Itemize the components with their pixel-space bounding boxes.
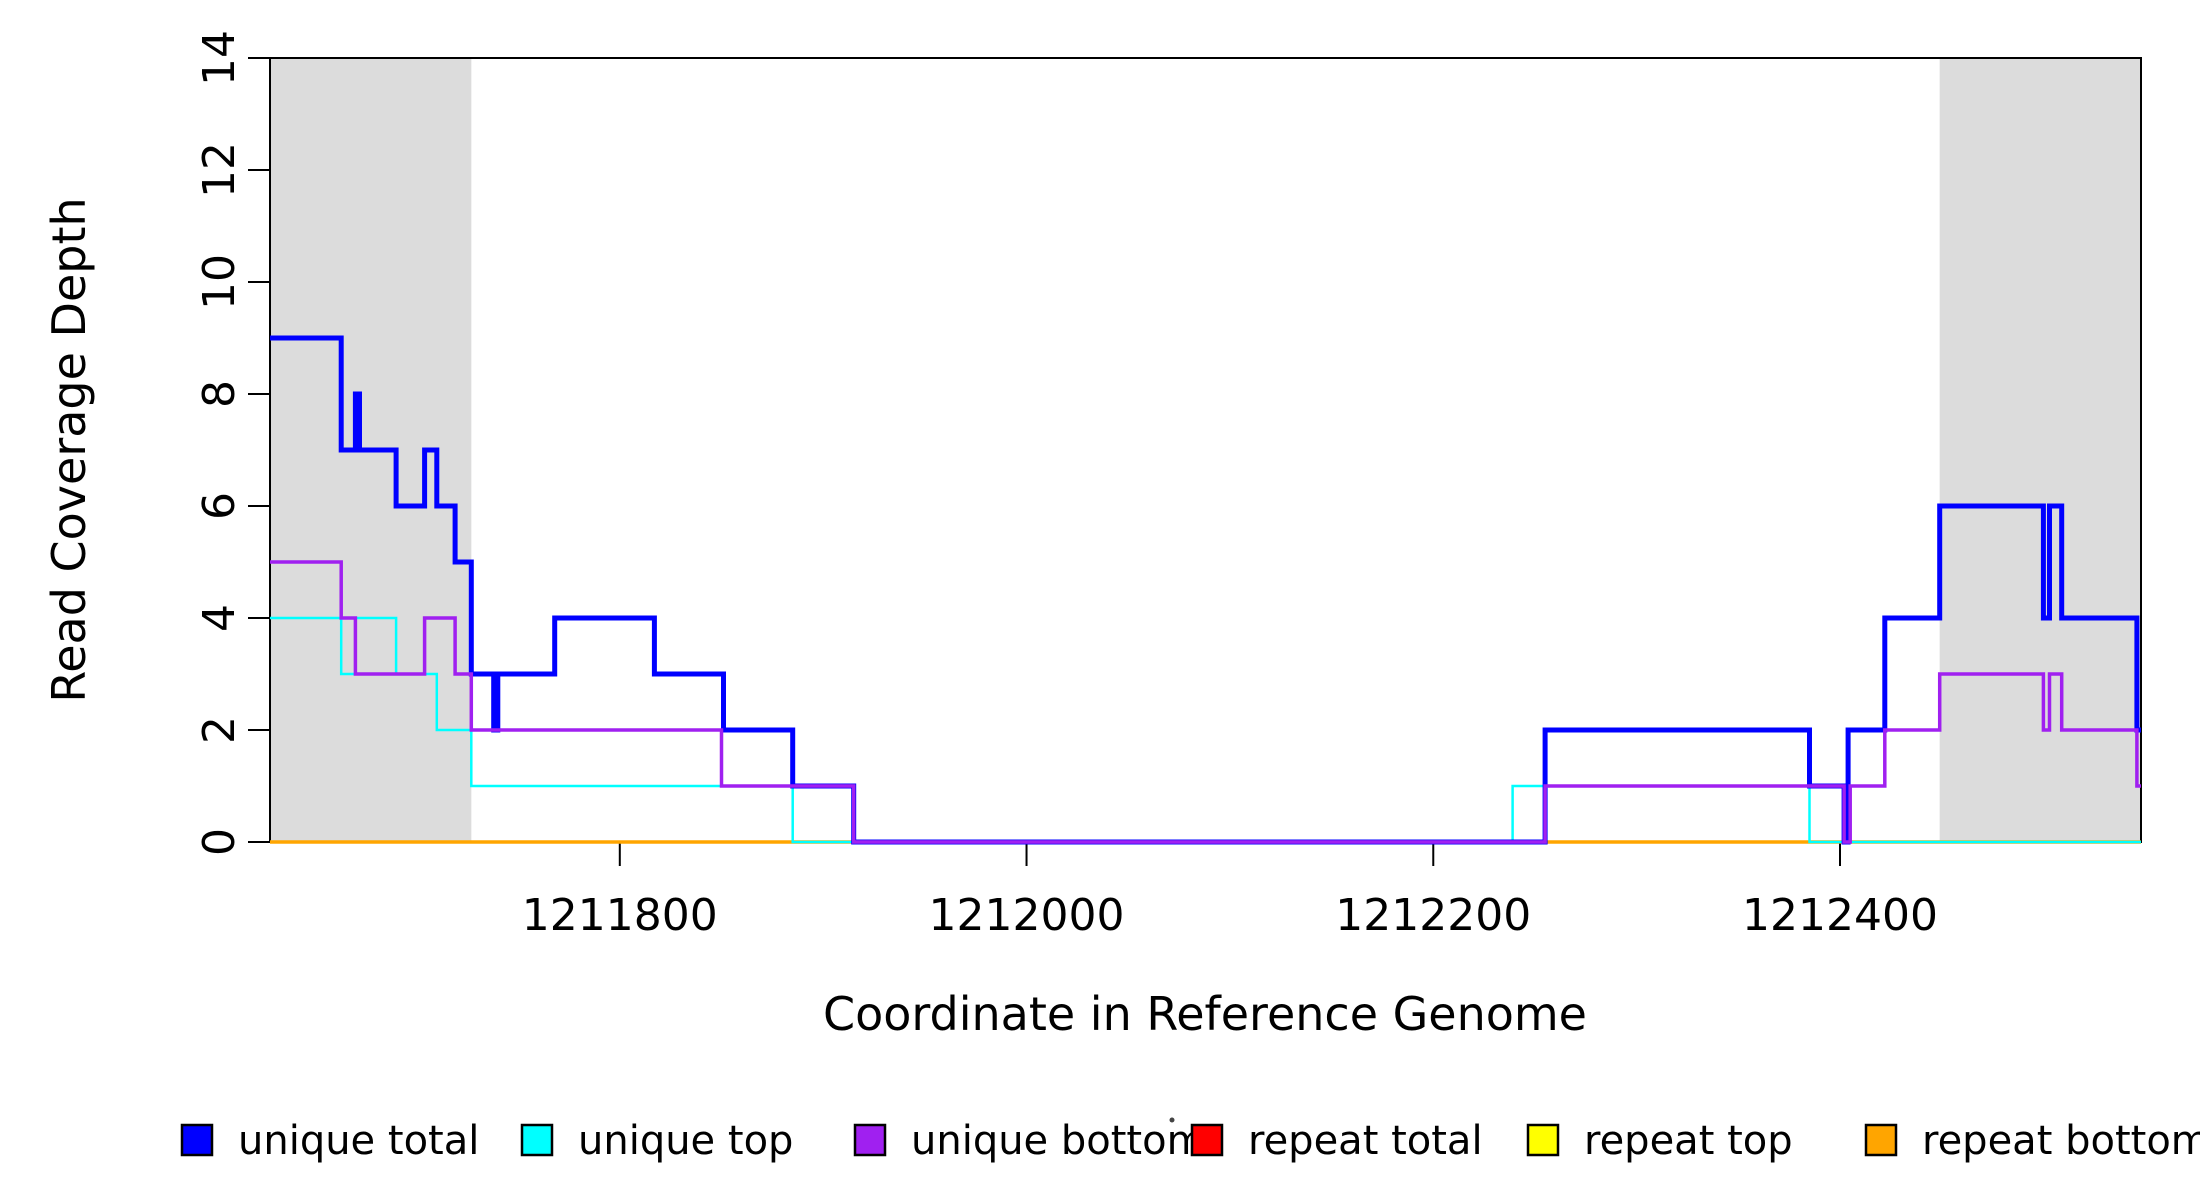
y-tick-label: 0 [194, 828, 245, 856]
series-unique-bottom-line [270, 560, 2141, 844]
legend-item-repeat-total: repeat total [1190, 1118, 1483, 1164]
legend-item-repeat-bottom: repeat bottom [1864, 1118, 2200, 1164]
legend-item-label: unique total [238, 1118, 479, 1164]
series-lines [270, 335, 2141, 845]
y-tick-label: 14 [194, 30, 245, 86]
legend-swatch-unique-total [180, 1123, 214, 1157]
shaded-regions [270, 59, 2141, 841]
legend-item-unique-bottom: unique bottom [853, 1118, 1206, 1164]
legend-item-label: repeat total [1248, 1118, 1483, 1164]
plot-border [269, 57, 2142, 843]
y-axis: 0 2 4 6 8 10 12 14 [194, 30, 270, 856]
x-tick-label: 1212400 [1742, 890, 1938, 941]
x-axis-title: Coordinate in Reference Genome [823, 987, 1587, 1041]
x-axis: 1211800 1212000 1212200 1212400 [522, 842, 1938, 941]
legend-item-label: unique bottom [911, 1118, 1206, 1164]
legend-swatch-unique-bottom [853, 1123, 887, 1157]
y-tick-label: 4 [194, 604, 245, 632]
legend-stray-dot [1169, 1117, 1175, 1123]
x-tick-label: 1212200 [1335, 890, 1531, 941]
legend-item-repeat-top: repeat top [1526, 1118, 1793, 1164]
y-tick-label: 2 [194, 716, 245, 744]
legend-swatch-repeat-top [1526, 1123, 1560, 1157]
series-unique-total-line [270, 335, 2141, 845]
y-tick-label: 10 [194, 254, 245, 310]
legend-item-label: unique top [578, 1118, 793, 1164]
y-tick-label: 6 [194, 492, 245, 520]
legend-item-unique-top: unique top [520, 1118, 793, 1164]
x-tick-label: 1211800 [522, 890, 718, 941]
y-axis-title: Read Coverage Depth [42, 197, 96, 702]
legend-swatch-repeat-total [1190, 1123, 1224, 1157]
legend-item-unique-total: unique total [180, 1118, 479, 1164]
x-tick-label: 1212000 [929, 890, 1125, 941]
legend-swatch-repeat-bottom [1864, 1123, 1898, 1157]
legend-item-label: repeat top [1584, 1118, 1793, 1164]
legend: unique total unique top unique bottom repea… [180, 1118, 2200, 1164]
legend-item-label: repeat bottom [1922, 1118, 2200, 1164]
repeat-region-right [1939, 59, 2141, 841]
y-tick-label: 8 [194, 380, 245, 408]
legend-swatch-unique-top [520, 1123, 554, 1157]
y-tick-label: 12 [194, 142, 245, 198]
